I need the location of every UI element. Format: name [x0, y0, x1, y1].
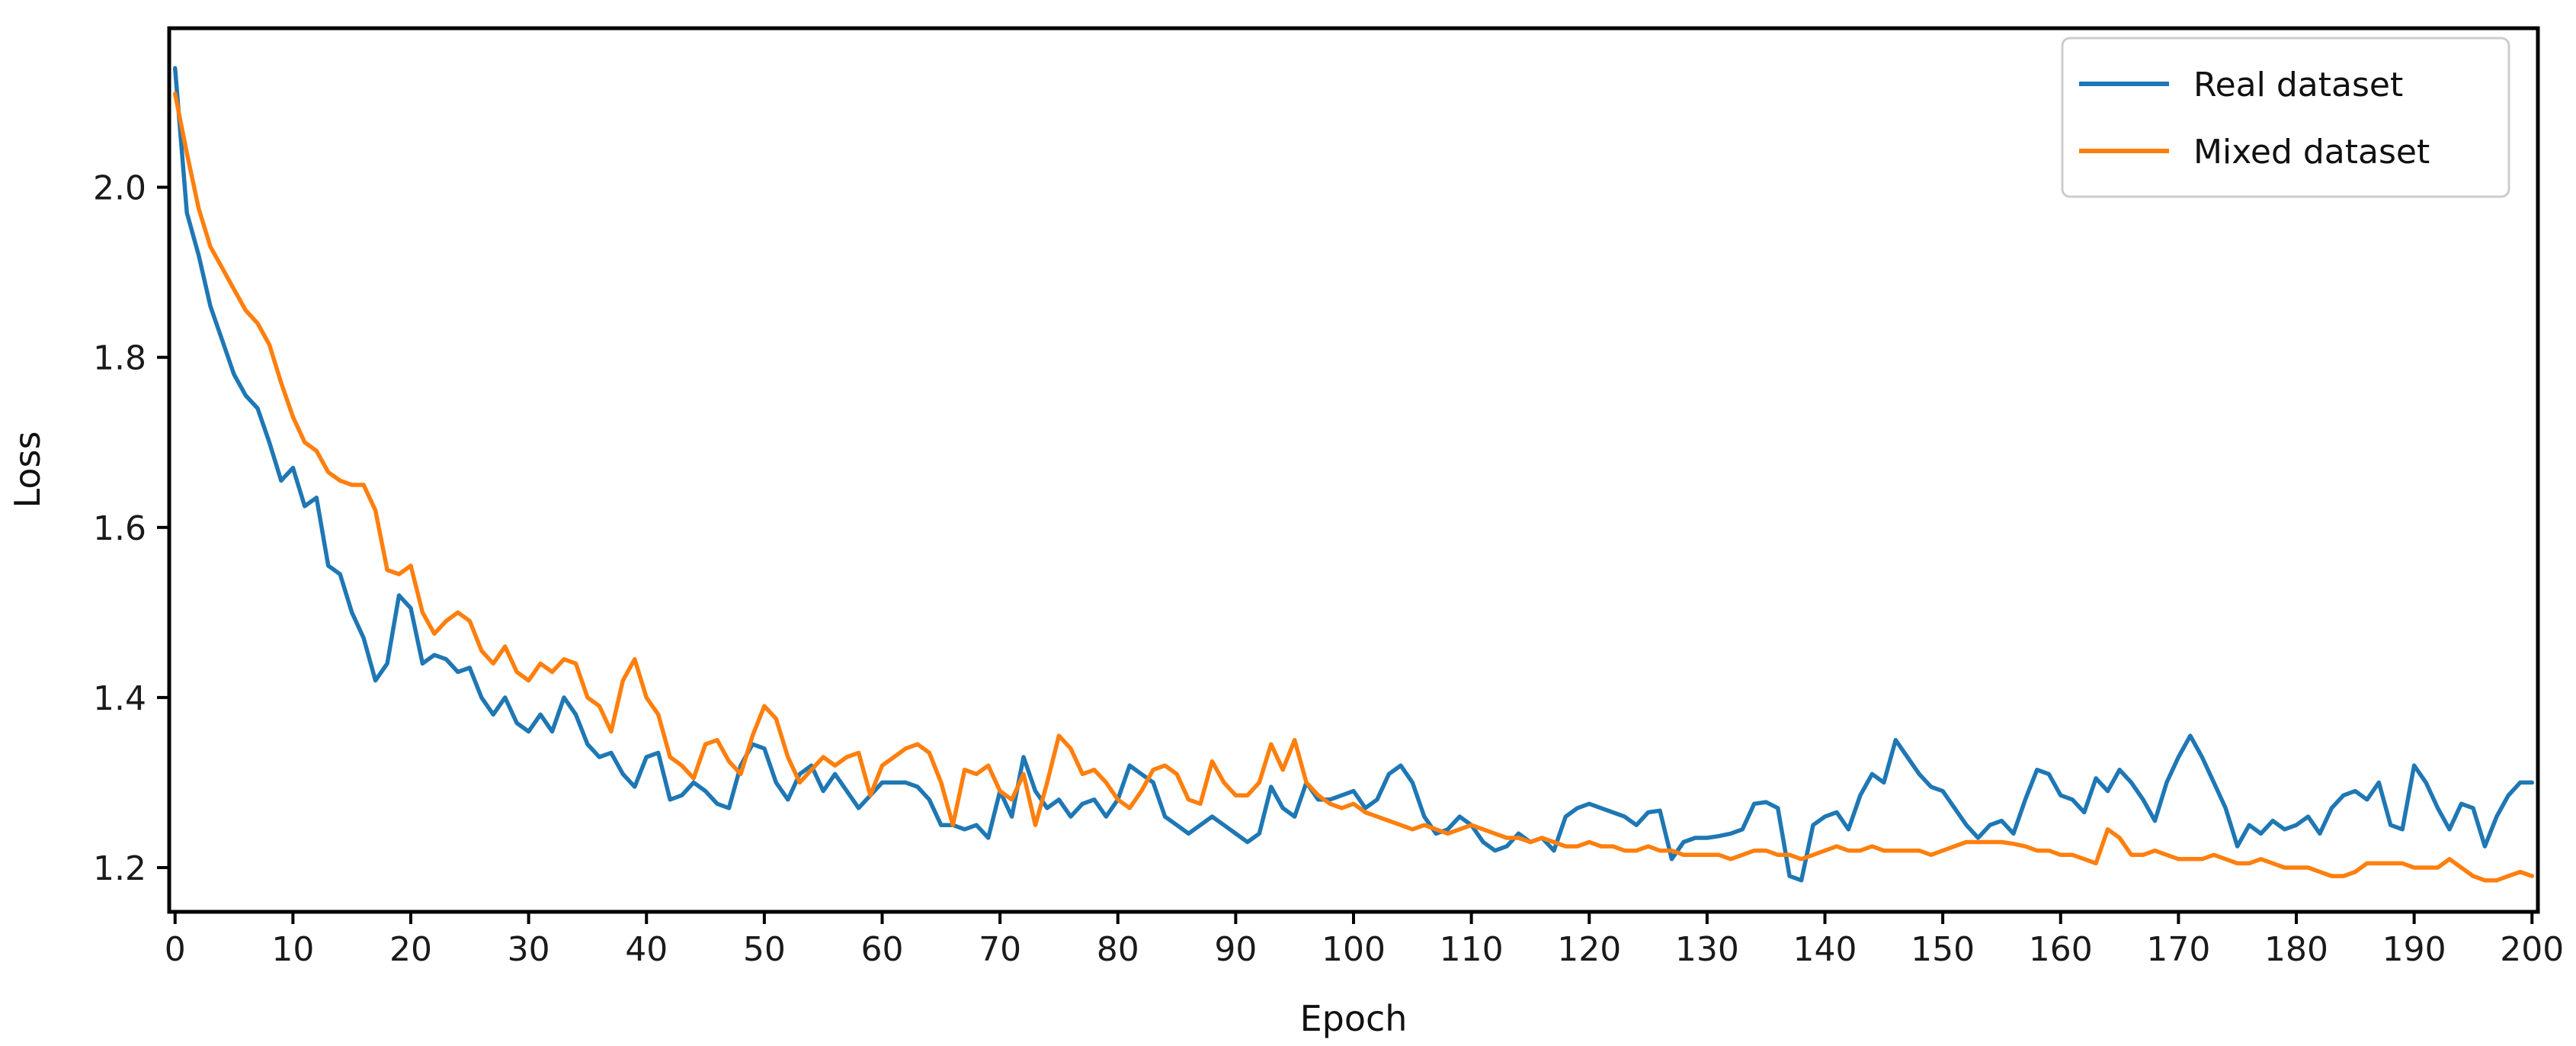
plot-frame — [167, 26, 2540, 914]
y-tick-label: 2.0 — [93, 169, 146, 208]
legend-label-mixed-dataset: Mixed dataset — [2193, 133, 2430, 172]
tick-layer: 0 10 20 30 40 50 60 70 80 90 100 110 120 130 140 150 160… — [93, 169, 2564, 969]
y-tick-label: 1.4 — [93, 679, 146, 718]
x-tick-label: 0 — [165, 930, 186, 969]
x-axis-label: Epoch — [1300, 998, 1408, 1039]
x-tick-label: 140 — [1793, 930, 1857, 969]
legend: Real dataset Mixed dataset — [2061, 37, 2510, 198]
y-tick-label: 1.6 — [93, 509, 146, 548]
series-line-real-dataset — [172, 66, 2535, 883]
legend-box — [2061, 37, 2510, 198]
x-tick-label: 110 — [1440, 930, 1504, 969]
x-tick-label: 30 — [508, 930, 550, 969]
curve-layer — [172, 66, 2535, 883]
x-tick-label: 120 — [1557, 930, 1621, 969]
x-tick-label: 70 — [979, 930, 1021, 969]
x-tick-label: 40 — [625, 930, 668, 969]
x-tick-label: 80 — [1097, 930, 1139, 969]
series-line-mixed-dataset — [172, 91, 2535, 883]
legend-label-real-dataset: Real dataset — [2193, 66, 2403, 104]
x-tick-label: 20 — [389, 930, 432, 969]
y-tick-label: 1.8 — [93, 339, 146, 378]
x-tick-label: 50 — [743, 930, 786, 969]
x-tick-label: 60 — [860, 930, 903, 969]
y-axis-label: Loss — [7, 432, 48, 509]
x-tick-label: 90 — [1214, 930, 1257, 969]
x-tick-label: 190 — [2382, 930, 2446, 969]
x-tick-label: 100 — [1322, 930, 1386, 969]
x-tick-label: 150 — [1911, 930, 1975, 969]
x-tick-label: 160 — [2029, 930, 2093, 969]
x-tick-label: 200 — [2500, 930, 2564, 969]
x-tick-label: 180 — [2264, 930, 2328, 969]
x-tick-label: 10 — [271, 930, 314, 969]
x-tick-label: 130 — [1675, 930, 1739, 969]
x-tick-label: 170 — [2146, 930, 2210, 969]
y-tick-label: 1.2 — [93, 849, 146, 888]
